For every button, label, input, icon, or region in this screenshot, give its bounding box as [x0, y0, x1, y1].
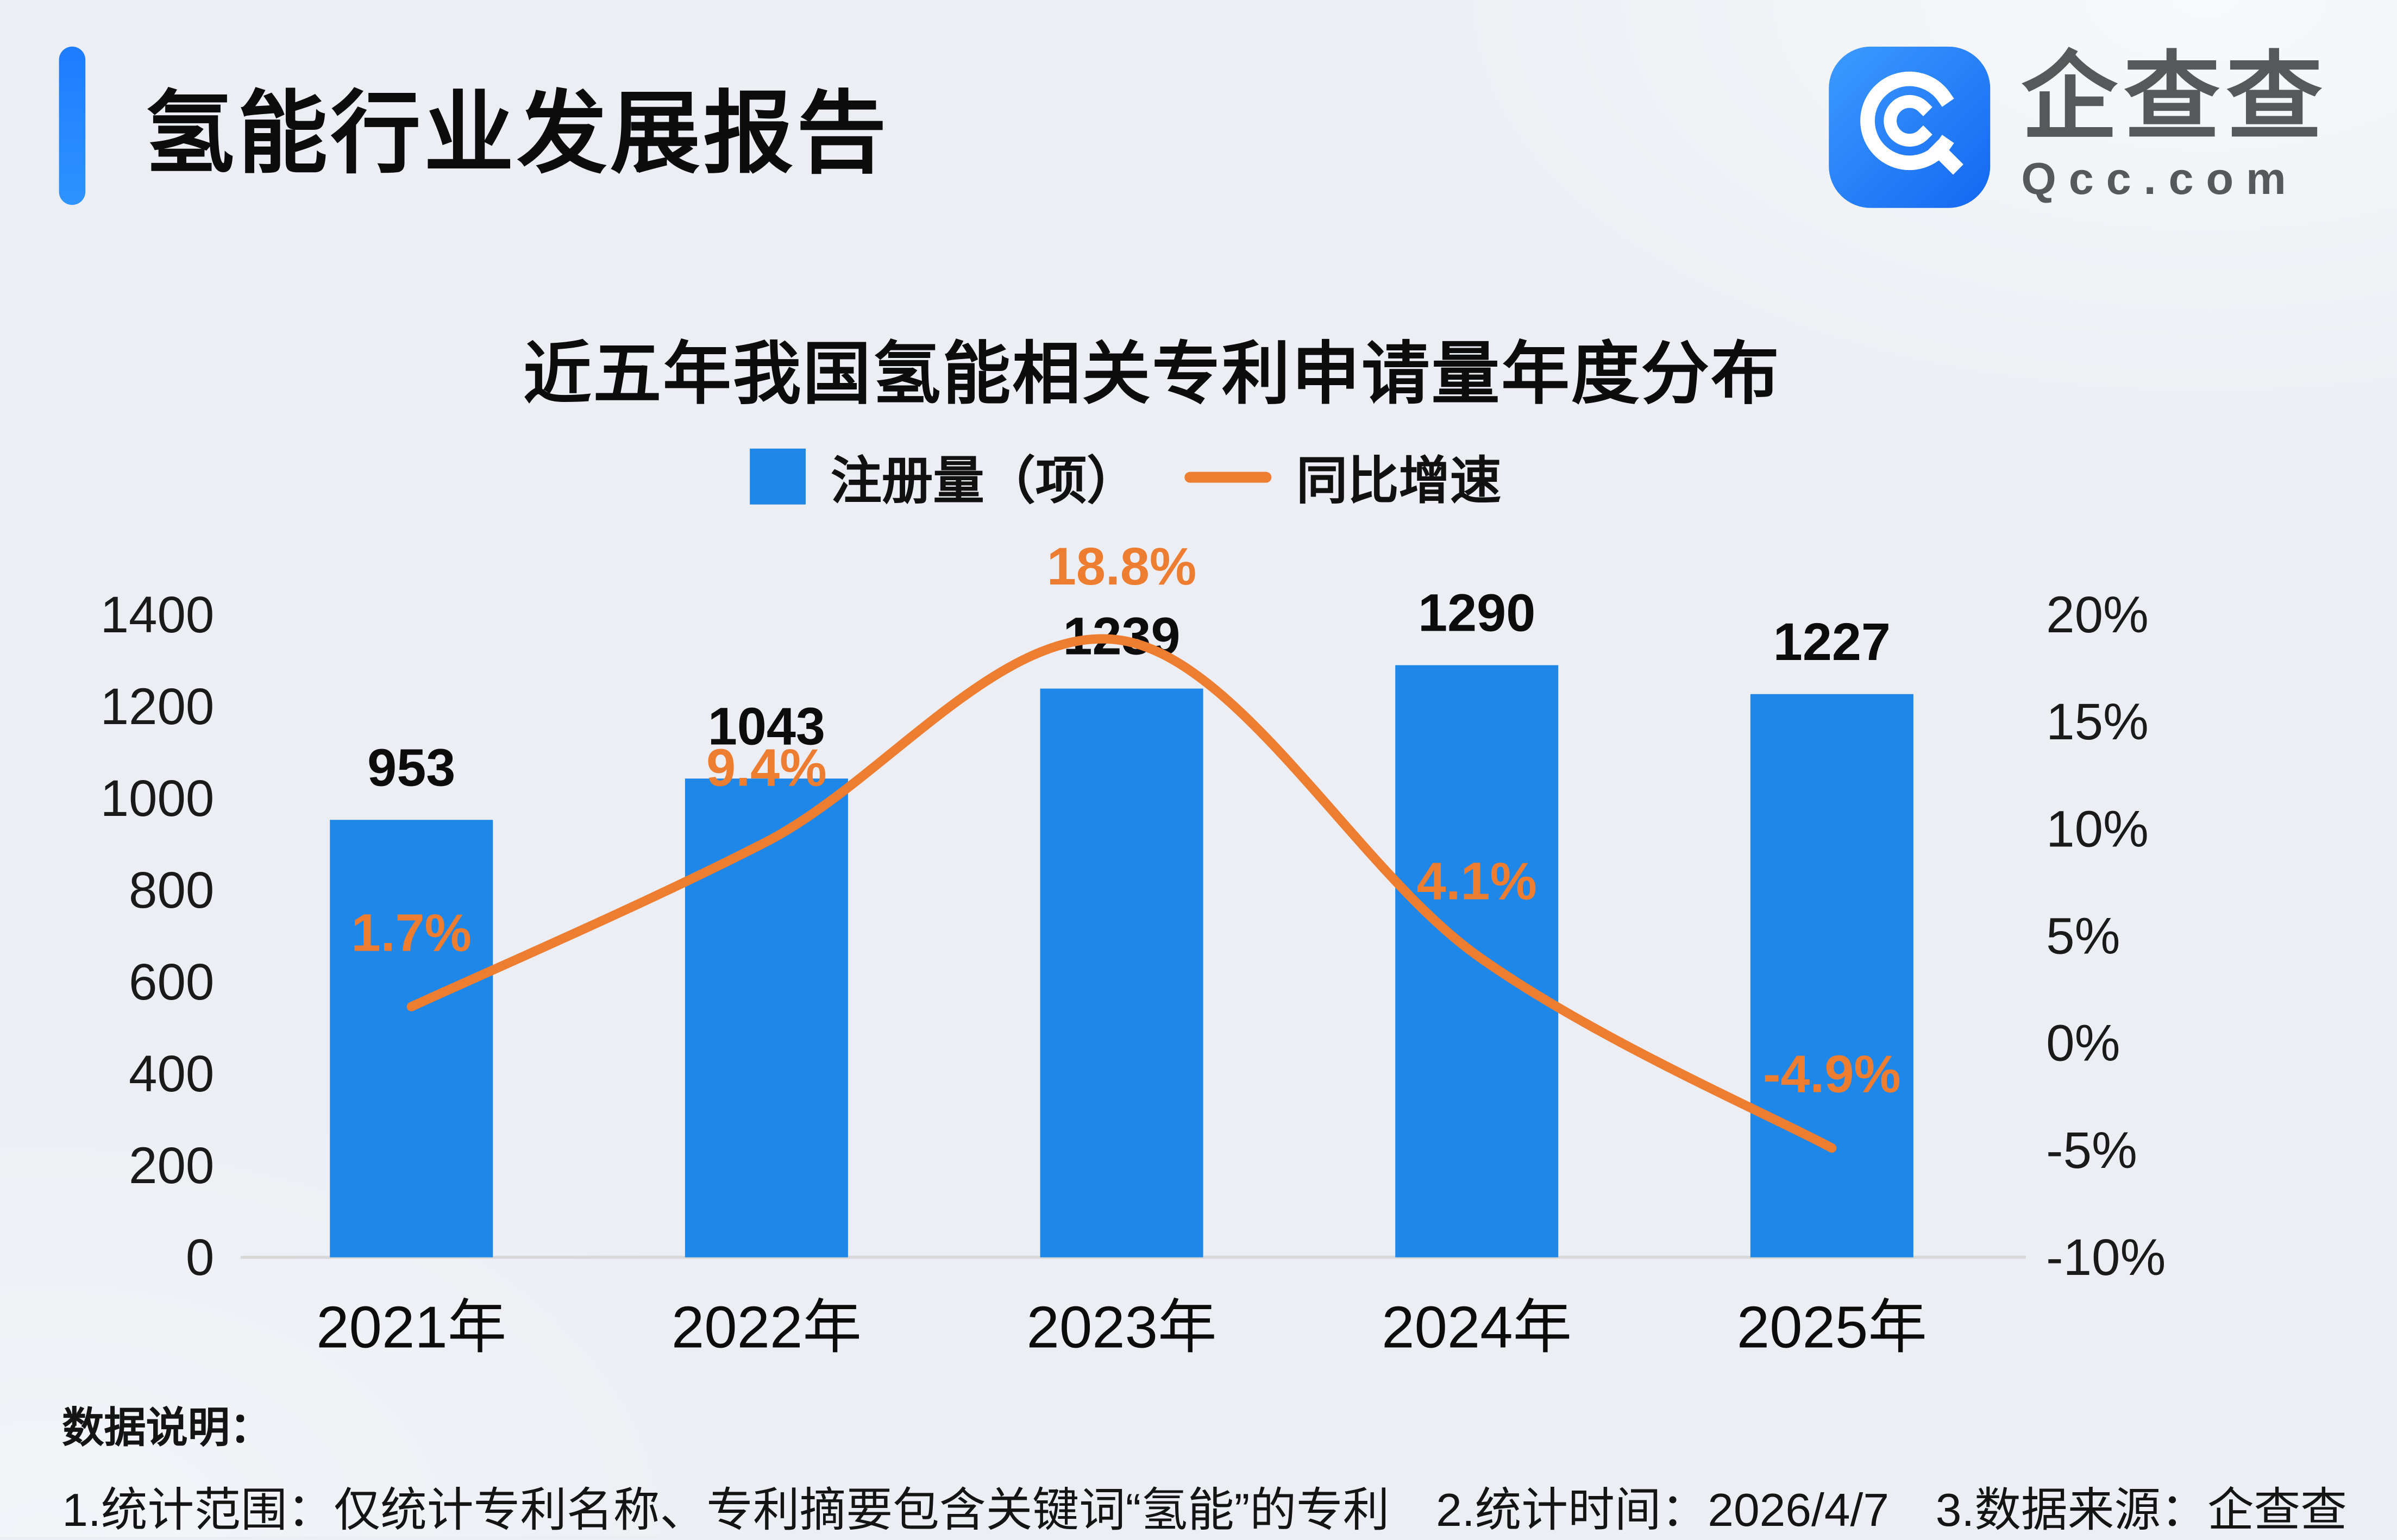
bar-2023年 [1040, 688, 1203, 1258]
bar-2025年 [1750, 694, 1913, 1258]
growth-label: 18.8% [1047, 537, 1196, 596]
left-axis-tick: 400 [129, 1045, 214, 1102]
bar-value-label: 1043 [708, 696, 825, 756]
bar-2021年 [330, 820, 493, 1258]
left-axis-tick: 600 [129, 953, 214, 1010]
bar-value-label: 953 [367, 738, 455, 797]
legend-item-bar: 注册量（项） [750, 439, 1138, 514]
qcc-logo-text: 企查查 Qcc.com [2021, 48, 2329, 206]
growth-label: 9.4% [706, 738, 826, 797]
combo-chart: 0 200 400 600 800 1000 1200 1400 -10% -5% 0% 5% 10% 1… [93, 528, 2304, 1428]
growth-label: 4.1% [1416, 852, 1536, 911]
footnote-heading: 数据说明： [62, 1405, 272, 1451]
left-axis-tick: 0 [186, 1229, 214, 1286]
right-axis-tick: 20% [2046, 586, 2149, 643]
right-axis-tick: -10% [2046, 1229, 2166, 1286]
left-axis-tick: 1000 [101, 770, 215, 827]
legend-line-label: 同比增速 [1296, 451, 1502, 510]
left-axis-tick: 800 [129, 862, 214, 919]
chart-title: 近五年我国氢能相关专利申请量年度分布 [523, 337, 1781, 413]
left-axis-tick: 1400 [101, 586, 215, 643]
x-axis-label: 2023年 [1026, 1294, 1216, 1360]
bar-value-label: 1227 [1773, 612, 1891, 671]
chart-legend: 注册量（项） 同比增速 [0, 439, 2251, 514]
qcc-logo: 企查查 Qcc.com [1829, 46, 2329, 208]
growth-label: 1.7% [352, 903, 472, 962]
qcc-magnifier-icon [1829, 46, 1991, 208]
qcc-logo-brand: 企查查 [2021, 45, 2329, 152]
left-axis-tick: 200 [129, 1137, 214, 1194]
footnote-text: 1.统计范围：仅统计专利名称、专利摘要包含关键词“氢能”的专利 2.统计时间：2… [62, 1485, 2348, 1537]
x-axis-label: 2021年 [316, 1294, 506, 1360]
bar-2024年 [1395, 665, 1559, 1258]
growth-line [406, 634, 1837, 1153]
bar-value-label: 1290 [1418, 583, 1535, 643]
right-axis-tick: 10% [2046, 800, 2149, 857]
x-axis-label: 2025年 [1737, 1294, 1927, 1360]
report-title: 氢能行业发展报告 [144, 84, 890, 185]
legend-bar-swatch [750, 448, 806, 505]
chart-canvas: 0 200 400 600 800 1000 1200 1400 -10% -5% 0% 5% 10% 1… [101, 537, 2166, 1360]
legend-bar-label: 注册量（项） [830, 451, 1138, 510]
right-axis-tick: 5% [2046, 908, 2120, 965]
report-header: 氢能行业发展报告 [59, 46, 890, 205]
growth-label: -4.9% [1763, 1045, 1901, 1104]
bar-2022年 [685, 778, 848, 1258]
right-axis-tick: 15% [2046, 693, 2149, 750]
x-axis-label: 2022年 [672, 1294, 862, 1360]
title-accent-bar [59, 46, 86, 205]
qcc-logo-domain: Qcc.com [2021, 155, 2299, 205]
right-axis-tick: 0% [2046, 1015, 2120, 1072]
left-axis-tick: 1200 [101, 678, 215, 735]
legend-line-swatch [1184, 471, 1272, 482]
legend-item-line: 同比增速 [1184, 439, 1501, 514]
right-axis-tick: -5% [2046, 1122, 2137, 1179]
x-axis-label: 2024年 [1382, 1294, 1572, 1360]
